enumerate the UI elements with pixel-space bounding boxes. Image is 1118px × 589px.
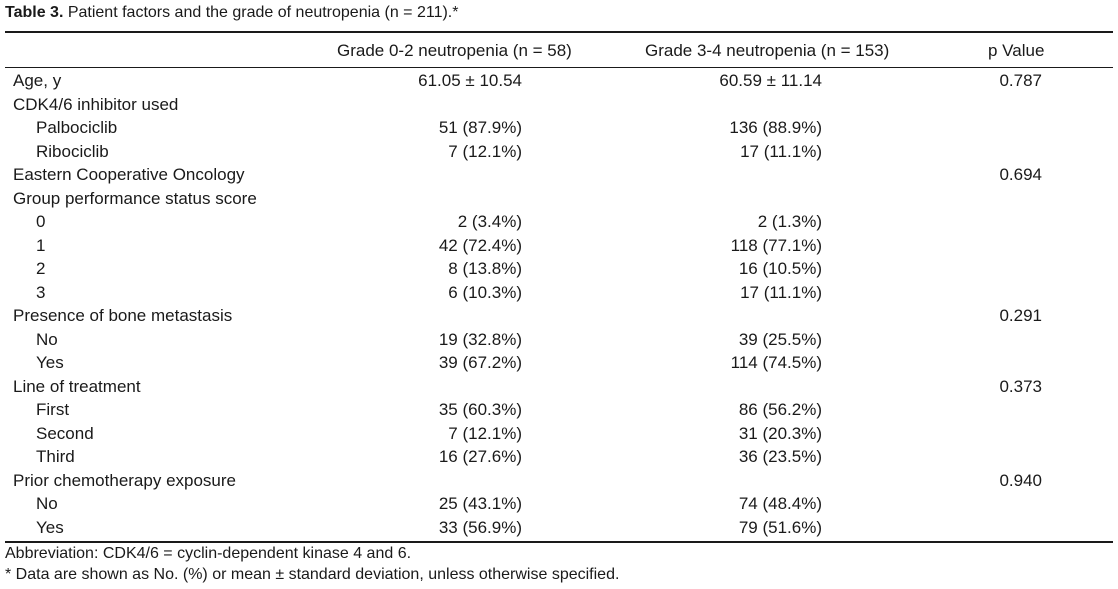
cell-grade-0-2: 6 (10.3%)	[448, 282, 522, 302]
cell-grade-0-2: 7 (12.1%)	[448, 141, 522, 161]
table-row: 0 2 (3.4%) 2 (1.3%)	[5, 210, 1113, 234]
cell-p-value: 0.373	[999, 376, 1042, 396]
row-label: Prior chemotherapy exposure	[13, 470, 237, 490]
cell-p-value: 0.940	[999, 470, 1042, 490]
row-label: No	[36, 494, 58, 513]
cell-grade-0-2: 2 (3.4%)	[457, 212, 522, 231]
table-row: Group performance status score	[5, 187, 1113, 211]
table-row: First 35 (60.3%) 86 (56.2%)	[5, 398, 1113, 422]
row-label: Eastern Cooperative Oncology	[13, 165, 245, 184]
cell-grade-3-4: 60.59 ± 11.14	[719, 71, 822, 90]
footnote-abbreviation: Abbreviation: CDK4/6 = cyclin-dependent …	[5, 545, 412, 562]
table-row: Palbociclib 51 (87.9%) 136 (88.9%)	[5, 116, 1113, 140]
table-caption-label: Table 3.	[5, 4, 64, 21]
row-label: Age, y	[13, 71, 62, 90]
row-label: Palbociclib	[36, 118, 118, 137]
table-row: Yes 39 (67.2%) 114 (74.5%)	[5, 351, 1113, 375]
cell-grade-3-4: 79 (51.6%)	[738, 517, 822, 537]
cell-grade-0-2: 35 (60.3%)	[438, 400, 522, 419]
table-header: Grade 0-2 neutropenia (n = 58) Grade 3-4…	[5, 40, 1113, 62]
table-row: No 19 (32.8%) 39 (25.5%)	[5, 328, 1113, 352]
cell-grade-0-2: 33 (56.9%)	[438, 517, 522, 537]
table-row: No 25 (43.1%) 74 (48.4%)	[5, 492, 1113, 516]
row-label: 0	[36, 212, 46, 231]
footnote-data-note: * Data are shown as No. (%) or mean ± st…	[5, 566, 620, 583]
row-label: Ribociclib	[36, 141, 109, 161]
table-row: Age, y 61.05 ± 10.54 60.59 ± 11.14 0.787	[5, 69, 1113, 93]
table-row: Ribociclib 7 (12.1%) 17 (11.1%)	[5, 140, 1113, 164]
row-label: 1	[36, 235, 46, 255]
row-label: 2	[36, 259, 46, 278]
table-row: Yes 33 (56.9%) 79 (51.6%)	[5, 516, 1113, 540]
cell-grade-0-2: 19 (32.8%)	[438, 329, 522, 349]
table-footnotes: Abbreviation: CDK4/6 = cyclin-dependent …	[5, 543, 619, 585]
row-label: First	[36, 400, 70, 419]
table-row: Presence of bone metastasis 0.291	[5, 304, 1113, 328]
row-label: Third	[36, 447, 75, 466]
cell-grade-3-4: 17 (11.1%)	[740, 282, 822, 302]
table-row: Second 7 (12.1%) 31 (20.3%)	[5, 422, 1113, 446]
cell-p-value: 0.694	[999, 165, 1042, 184]
table-row: Eastern Cooperative Oncology 0.694	[5, 163, 1113, 187]
row-label: No	[36, 329, 58, 349]
cell-grade-0-2: 61.05 ± 10.54	[418, 71, 522, 90]
cell-grade-3-4: 136 (88.9%)	[729, 118, 822, 137]
cell-grade-3-4: 39 (25.5%)	[738, 329, 822, 349]
row-label: Second	[36, 423, 94, 443]
row-label: Group performance status score	[13, 188, 257, 208]
cell-grade-3-4: 118 (77.1%)	[730, 235, 822, 255]
header-p-value: p Value	[988, 41, 1045, 60]
cell-grade-3-4: 114 (74.5%)	[730, 353, 822, 372]
row-label: 3	[36, 282, 46, 302]
cell-p-value: 0.787	[999, 71, 1042, 90]
header-grade-3-4: Grade 3-4 neutropenia (n = 153)	[645, 41, 890, 60]
cell-grade-0-2: 25 (43.1%)	[438, 494, 522, 513]
cell-grade-3-4: 31 (20.3%)	[738, 423, 822, 443]
table-caption-text: Patient factors and the grade of neutrop…	[63, 4, 459, 21]
cell-grade-0-2: 39 (67.2%)	[438, 353, 522, 372]
table-body: Age, y 61.05 ± 10.54 60.59 ± 11.14 0.787 CDK…	[5, 69, 1113, 539]
table-row: Line of treatment 0.373	[5, 375, 1113, 399]
row-label: Presence of bone metastasis	[13, 306, 233, 325]
row-label: Line of treatment	[13, 376, 141, 396]
row-label: Yes	[36, 353, 64, 372]
table-header-rule	[5, 67, 1113, 68]
cell-p-value: 0.291	[999, 306, 1042, 325]
header-grade-0-2: Grade 0-2 neutropenia (n = 58)	[337, 41, 572, 60]
table-caption: Table 3. Patient factors and the grade o…	[5, 3, 458, 23]
cell-grade-3-4: 2 (1.3%)	[757, 212, 822, 231]
cell-grade-3-4: 74 (48.4%)	[738, 494, 822, 513]
table-row: CDK4/6 inhibitor used	[5, 93, 1113, 117]
cell-grade-3-4: 86 (56.2%)	[738, 400, 822, 419]
table-row: 3 6 (10.3%) 17 (11.1%)	[5, 281, 1113, 305]
cell-grade-0-2: 51 (87.9%)	[438, 118, 522, 137]
row-label: Yes	[36, 517, 64, 537]
cell-grade-3-4: 36 (23.5%)	[738, 447, 822, 466]
cell-grade-0-2: 42 (72.4%)	[438, 235, 522, 255]
cell-grade-0-2: 7 (12.1%)	[448, 423, 522, 443]
table-row: Prior chemotherapy exposure 0.940	[5, 469, 1113, 493]
table-top-rule	[5, 31, 1113, 33]
table-row: 1 42 (72.4%) 118 (77.1%)	[5, 234, 1113, 258]
cell-grade-0-2: 8 (13.8%)	[448, 259, 522, 278]
table-row: 2 8 (13.8%) 16 (10.5%)	[5, 257, 1113, 281]
cell-grade-3-4: 17 (11.1%)	[740, 141, 822, 161]
cell-grade-0-2: 16 (27.6%)	[438, 447, 522, 466]
row-label: CDK4/6 inhibitor used	[13, 94, 179, 114]
table-bottom-rule	[5, 541, 1113, 543]
cell-grade-3-4: 16 (10.5%)	[738, 259, 822, 278]
table-row: Third 16 (27.6%) 36 (23.5%)	[5, 445, 1113, 469]
